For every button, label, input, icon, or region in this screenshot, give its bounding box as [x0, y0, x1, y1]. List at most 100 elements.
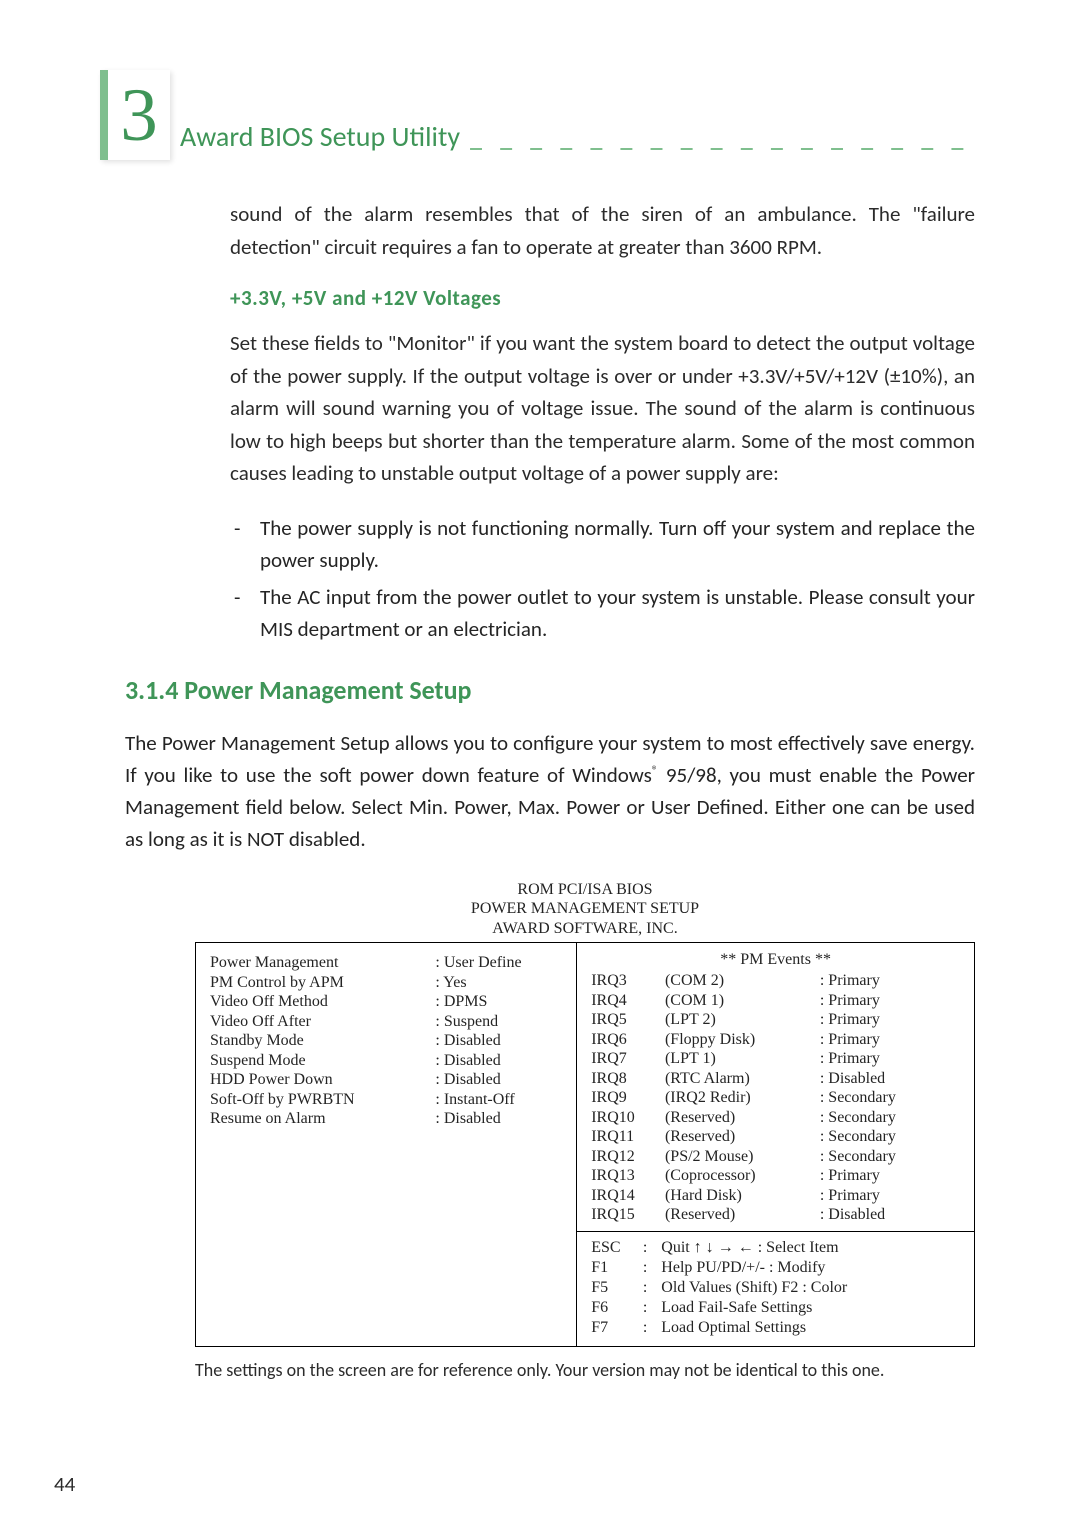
irq-value: : Primary [820, 991, 960, 1011]
irq-value: : Primary [820, 1049, 960, 1069]
irq-value: : Primary [820, 1186, 960, 1206]
bios-setting-row: HDD Power Down: Disabled [210, 1070, 562, 1090]
irq-label: IRQ12 [591, 1147, 665, 1167]
bios-irq-row: IRQ14(Hard Disk): Primary [591, 1186, 960, 1206]
irq-desc: (PS/2 Mouse) [665, 1147, 820, 1167]
voltage-heading: +3.3V, +5V and +12V Voltages [230, 285, 975, 311]
bios-header-line1: ROM PCI/ISA BIOS [195, 880, 975, 900]
bios-caption: The settings on the screen are for refer… [195, 1357, 975, 1383]
bios-setting-row: Standby Mode: Disabled [210, 1031, 562, 1051]
help-key: F1 [591, 1258, 643, 1278]
bios-setting-value: : Disabled [435, 1031, 562, 1051]
bios-irq-row: IRQ11(Reserved): Secondary [591, 1127, 960, 1147]
bios-irq-row: IRQ4(COM 1): Primary [591, 991, 960, 1011]
bios-irq-row: IRQ3(COM 2): Primary [591, 971, 960, 991]
help-key: F5 [591, 1278, 643, 1298]
title-dots: ■ ■ ■ ■ ■ ■ ■ ■ ■ ■ ■ ■ ■ ■ ■ ■ ■ ■ ■ ■ … [470, 140, 975, 150]
bullet-item: - The power supply is not functioning no… [230, 512, 975, 577]
bios-header-line3: AWARD SOFTWARE, INC. [195, 919, 975, 939]
bullet-text: The power supply is not functioning norm… [260, 512, 975, 577]
irq-value: : Secondary [820, 1088, 960, 1108]
bios-setting-value: : Disabled [435, 1070, 562, 1090]
section-title: 3.1.4 Power Management Setup [125, 674, 975, 706]
irq-label: IRQ14 [591, 1186, 665, 1206]
bios-block: ROM PCI/ISA BIOS POWER MANAGEMENT SETUP … [195, 880, 975, 1347]
bios-irq-row: IRQ10(Reserved): Secondary [591, 1108, 960, 1128]
irq-value: : Secondary [820, 1127, 960, 1147]
help-colon: : [643, 1298, 661, 1318]
irq-value: : Primary [820, 1166, 960, 1186]
irq-desc: (Floppy Disk) [665, 1030, 820, 1050]
bios-left-column: Power Management: User Define PM Control… [196, 943, 577, 1346]
bios-box: Power Management: User Define PM Control… [195, 942, 975, 1347]
irq-value: : Primary [820, 1030, 960, 1050]
bullet-dash-icon: - [230, 512, 260, 577]
chapter-number-box: 3 [100, 70, 170, 160]
bios-setting-value: : Yes [435, 973, 562, 993]
irq-label: IRQ6 [591, 1030, 665, 1050]
pm-events-title: ** PM Events ** [591, 951, 960, 969]
bios-irq-row: IRQ12(PS/2 Mouse): Secondary [591, 1147, 960, 1167]
bullet-text: The AC input from the power outlet to yo… [260, 581, 975, 646]
bios-irq-row: IRQ13(Coprocessor): Primary [591, 1166, 960, 1186]
indented-content: sound of the alarm resembles that of the… [100, 198, 975, 646]
bios-setting-label: HDD Power Down [210, 1070, 435, 1090]
irq-value: : Disabled [820, 1205, 960, 1225]
bios-setting-label: Standby Mode [210, 1031, 435, 1051]
chapter-title: Award BIOS Setup Utility [180, 119, 460, 154]
irq-desc: (COM 2) [665, 971, 820, 991]
bios-setting-row: Video Off After: Suspend [210, 1012, 562, 1032]
bios-help-row: ESC:Quit ↑ ↓ → ← : Select Item [591, 1238, 960, 1258]
irq-desc: (Reserved) [665, 1127, 820, 1147]
bios-help-row: F5:Old Values (Shift) F2 : Color [591, 1278, 960, 1298]
bios-irq-row: IRQ8(RTC Alarm): Disabled [591, 1069, 960, 1089]
irq-label: IRQ15 [591, 1205, 665, 1225]
bios-setting-row: Suspend Mode: Disabled [210, 1051, 562, 1071]
irq-desc: (IRQ2 Redir) [665, 1088, 820, 1108]
bios-setting-value: : DPMS [435, 992, 562, 1012]
bullet-dash-icon: - [230, 581, 260, 646]
bios-setting-value: : Instant-Off [435, 1090, 562, 1110]
irq-value: : Primary [820, 1010, 960, 1030]
help-desc: Quit ↑ ↓ → ← : Select Item [661, 1238, 960, 1258]
irq-label: IRQ11 [591, 1127, 665, 1147]
irq-label: IRQ9 [591, 1088, 665, 1108]
help-key: F6 [591, 1298, 643, 1318]
bios-help-row: F7:Load Optimal Settings [591, 1318, 960, 1338]
bios-setting-label: Power Management [210, 953, 435, 973]
bios-divider [577, 1231, 974, 1232]
bullet-list: - The power supply is not functioning no… [230, 512, 975, 646]
bullet-item: - The AC input from the power outlet to … [230, 581, 975, 646]
section-paragraph: The Power Management Setup allows you to… [125, 728, 975, 856]
irq-desc: (RTC Alarm) [665, 1069, 820, 1089]
irq-value: : Secondary [820, 1108, 960, 1128]
bios-irq-row: IRQ6(Floppy Disk): Primary [591, 1030, 960, 1050]
paragraph-alarm: sound of the alarm resembles that of the… [230, 198, 975, 263]
bios-setting-row: Soft-Off by PWRBTN: Instant-Off [210, 1090, 562, 1110]
help-colon: : [643, 1278, 661, 1298]
irq-label: IRQ13 [591, 1166, 665, 1186]
help-colon: : [643, 1258, 661, 1278]
page-number: 44 [54, 1471, 75, 1497]
bios-irq-row: IRQ15(Reserved): Disabled [591, 1205, 960, 1225]
irq-label: IRQ8 [591, 1069, 665, 1089]
chapter-number: 3 [120, 78, 158, 153]
bios-header: ROM PCI/ISA BIOS POWER MANAGEMENT SETUP … [195, 880, 975, 939]
chapter-header: 3 Award BIOS Setup Utility ■ ■ ■ ■ ■ ■ ■… [100, 70, 975, 160]
irq-desc: (Hard Disk) [665, 1186, 820, 1206]
bios-setting-label: Suspend Mode [210, 1051, 435, 1071]
irq-desc: (Coprocessor) [665, 1166, 820, 1186]
irq-desc: (Reserved) [665, 1108, 820, 1128]
bios-irq-row: IRQ5(LPT 2): Primary [591, 1010, 960, 1030]
bios-setting-value: : Disabled [435, 1109, 562, 1129]
help-key: ESC [591, 1238, 643, 1258]
bios-setting-value: : User Define [435, 953, 562, 973]
bios-irq-row: IRQ7(LPT 1): Primary [591, 1049, 960, 1069]
bios-help-row: F6:Load Fail-Safe Settings [591, 1298, 960, 1318]
help-colon: : [643, 1238, 661, 1258]
help-desc: Old Values (Shift) F2 : Color [661, 1278, 960, 1298]
help-desc: Load Optimal Settings [661, 1318, 960, 1338]
help-desc: Load Fail-Safe Settings [661, 1298, 960, 1318]
bios-setting-label: Resume on Alarm [210, 1109, 435, 1129]
bios-setting-label: Video Off Method [210, 992, 435, 1012]
